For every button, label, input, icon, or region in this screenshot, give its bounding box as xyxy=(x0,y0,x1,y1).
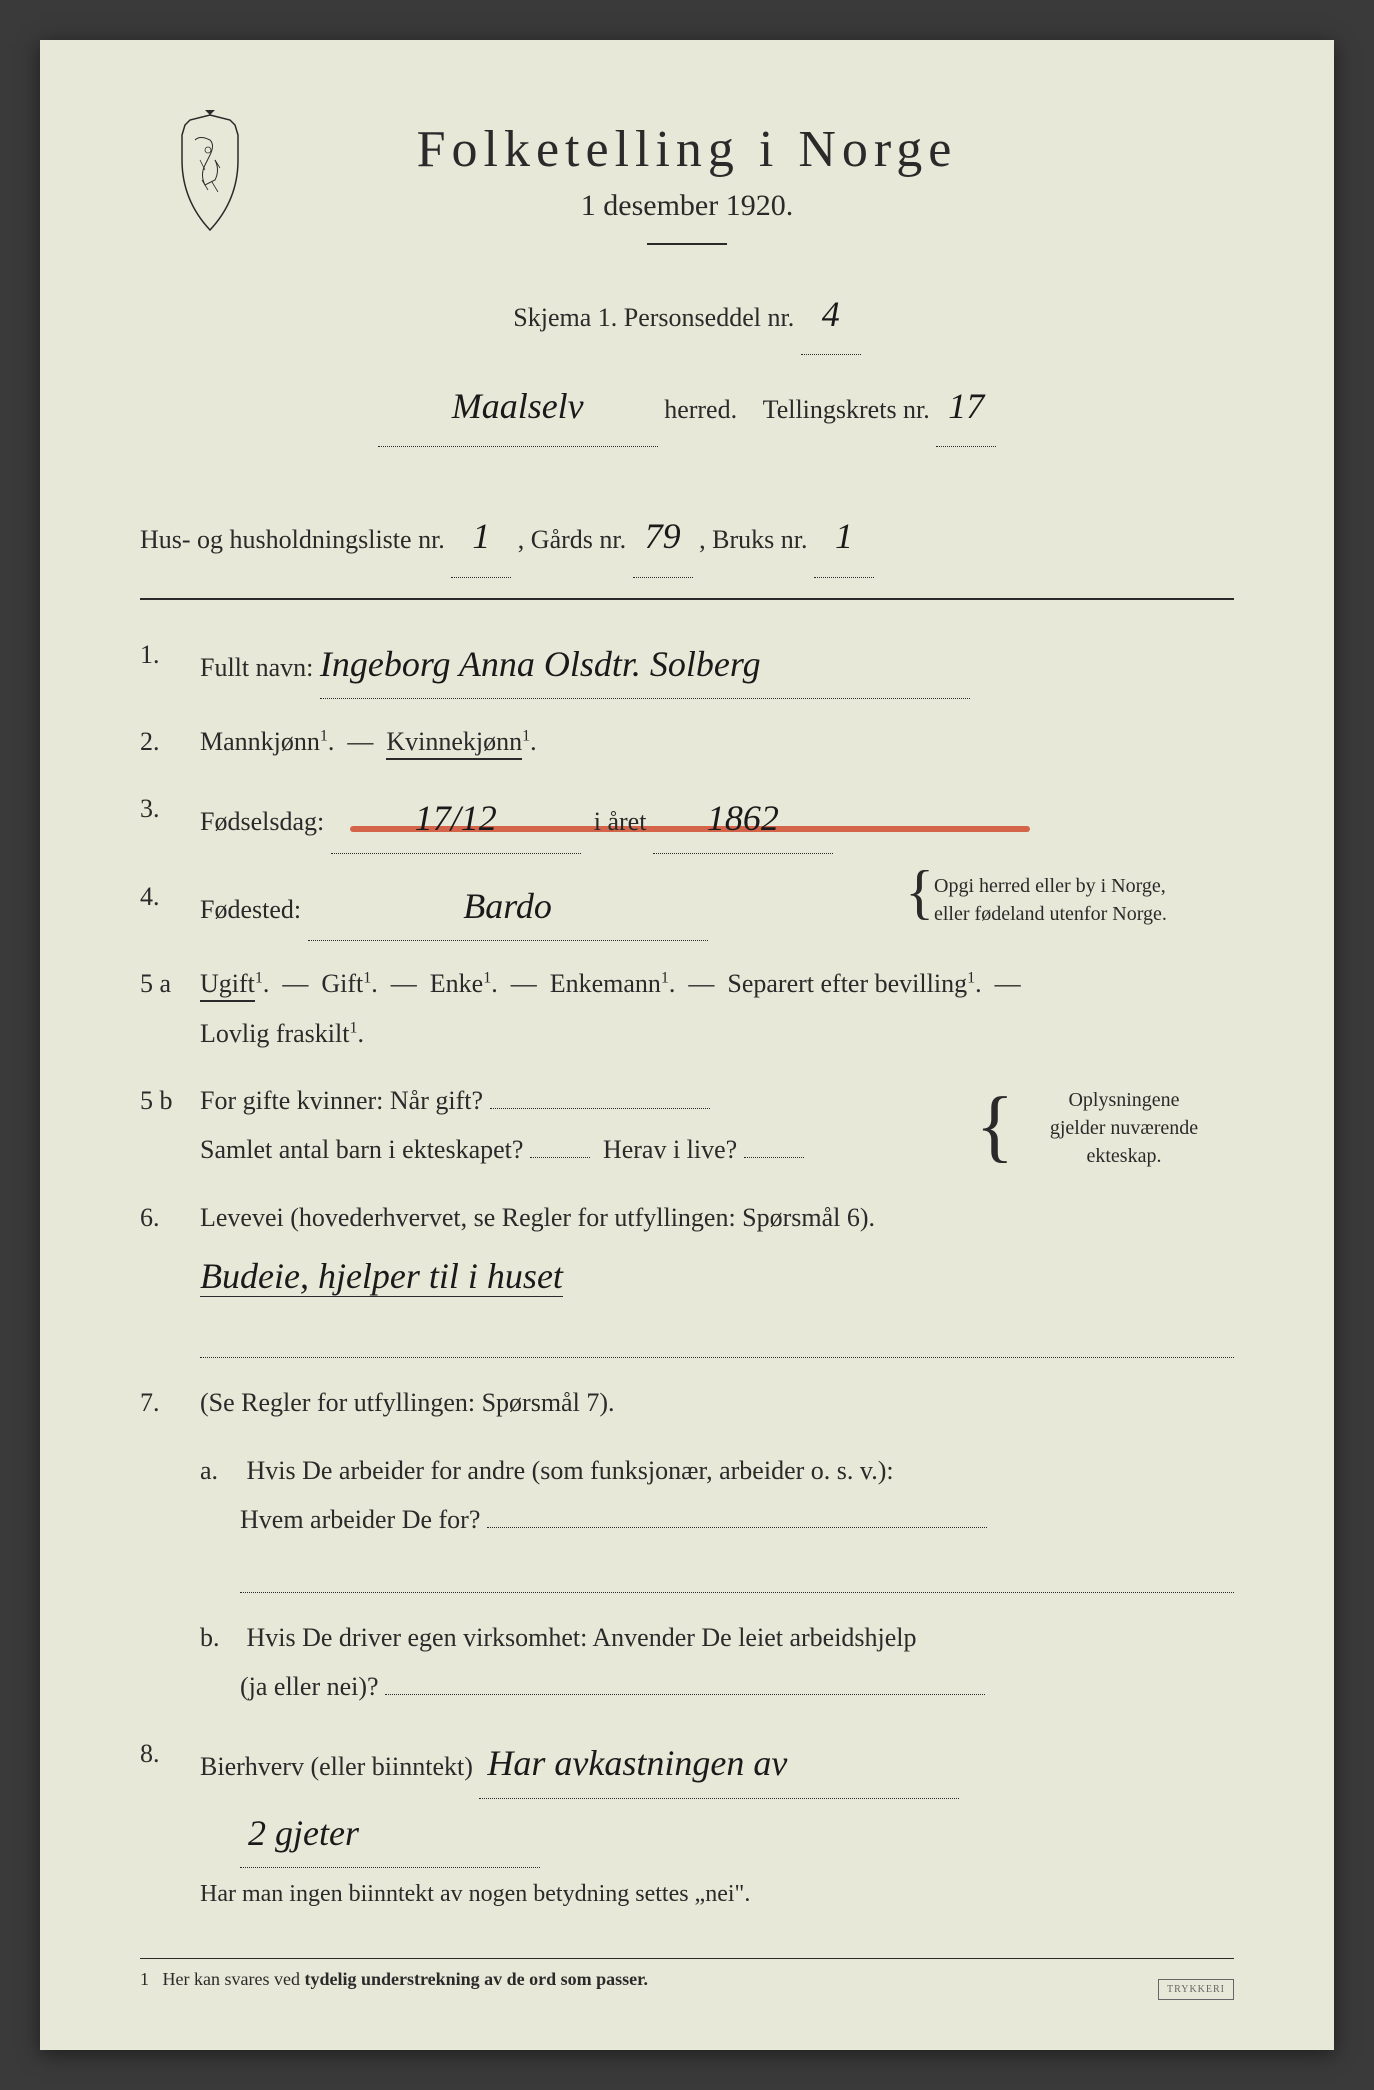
bruks-label: , Bruks nr. xyxy=(699,525,807,554)
q5b-label3: Herav i live? xyxy=(603,1135,737,1164)
q3-year: 1862 xyxy=(653,784,833,853)
q7-label: (Se Regler for utfyllingen: Spørsmål 7). xyxy=(200,1388,614,1417)
footnote-num: 1 xyxy=(140,1969,149,1989)
q8-note: Har man ingen biinntekt av nogen betydni… xyxy=(200,1881,750,1907)
question-5a: 5 a Ugift1. — Gift1. — Enke1. — Enkemann… xyxy=(140,959,1234,1058)
document-title: Folketelling i Norge xyxy=(140,120,1234,179)
question-7b: b. Hvis De driver egen virksomhet: Anven… xyxy=(200,1613,1234,1712)
q5b-brace: { xyxy=(976,1086,1014,1166)
q1-value: Ingeborg Anna Olsdtr. Solberg xyxy=(320,630,970,699)
skjema-nr: 4 xyxy=(801,275,861,355)
coat-of-arms-icon xyxy=(160,110,260,240)
q5b-blank1 xyxy=(490,1108,710,1109)
herred-line: Maalselv herred. Tellingskrets nr. 17 xyxy=(140,367,1234,447)
q6-num: 6. xyxy=(140,1193,200,1311)
header-rule xyxy=(140,598,1234,600)
q2-num: 2. xyxy=(140,717,200,766)
question-1: 1. Fullt navn: Ingeborg Anna Olsdtr. Sol… xyxy=(140,630,1234,699)
q5b-label2: Samlet antal barn i ekteskapet? xyxy=(200,1135,523,1164)
gards-label: , Gårds nr. xyxy=(518,525,626,554)
title-divider xyxy=(647,243,727,245)
q4-num: 4. xyxy=(140,872,200,941)
q2-dash: — xyxy=(347,727,373,756)
q6-label: Levevei (hovederhvervet, se Regler for u… xyxy=(200,1203,875,1232)
gards-nr: 79 xyxy=(633,497,693,577)
husholdning-line: Hus- og husholdningsliste nr. 1 , Gårds … xyxy=(140,497,1234,577)
q7a-blank-line xyxy=(240,1563,1234,1593)
question-2: 2. Mannkjønn1. — Kvinnekjønn1. xyxy=(140,717,1234,766)
footnote-text: Her kan svares ved tydelig understreknin… xyxy=(163,1969,649,1989)
q7a-text2: Hvem arbeider De for? xyxy=(240,1505,480,1534)
q5b-label1: For gifte kvinner: Når gift? xyxy=(200,1086,483,1115)
tellingskrets-nr: 17 xyxy=(936,367,996,447)
question-5b: 5 b For gifte kvinner: Når gift? Samlet … xyxy=(140,1076,1234,1175)
q5b-side-note: Oplysningene gjelder nuværende ekteskap. xyxy=(1014,1086,1234,1170)
q2-sup2: 1 xyxy=(522,727,530,744)
question-7a: a. Hvis De arbeider for andre (som funks… xyxy=(200,1446,1234,1545)
skjema-label: Skjema 1. Personseddel nr. xyxy=(513,303,794,332)
q8-value2: 2 gjeter xyxy=(240,1799,540,1868)
husholdning-label: Hus- og husholdningsliste nr. xyxy=(140,525,445,554)
q7a-num: a. xyxy=(200,1446,240,1495)
q5b-note2: gjelder nuværende xyxy=(1014,1114,1234,1142)
q5a-ugift: Ugift xyxy=(200,969,255,1002)
q5a-separert: Separert efter bevilling xyxy=(727,969,967,998)
q2-kvinne: Kvinnekjønn xyxy=(386,727,522,760)
q1-num: 1. xyxy=(140,630,200,699)
q5b-note1: Oplysningene xyxy=(1014,1086,1234,1114)
q6-blank-line xyxy=(200,1328,1234,1358)
q7b-text: Hvis De driver egen virksomhet: Anvender… xyxy=(247,1623,917,1652)
q5b-note3: ekteskap. xyxy=(1014,1142,1234,1170)
q5a-lovlig: Lovlig fraskilt xyxy=(200,1019,349,1048)
document-date: 1 desember 1920. xyxy=(140,189,1234,223)
question-7: 7. (Se Regler for utfyllingen: Spørsmål … xyxy=(140,1378,1234,1427)
question-3: 3. Fødselsdag: 17/12 i året 1862 xyxy=(140,784,1234,853)
q8-value1: Har avkastningen av xyxy=(479,1729,959,1798)
q7a-text: Hvis De arbeider for andre (som funksjon… xyxy=(247,1456,894,1485)
q3-year-label: i året xyxy=(594,807,647,836)
bruks-nr: 1 xyxy=(814,497,874,577)
q7a-blank xyxy=(487,1527,987,1528)
q1-label: Fullt navn: xyxy=(200,653,313,682)
q4-brace: { xyxy=(905,862,934,922)
husholdning-nr: 1 xyxy=(451,497,511,577)
printer-stamp: TRYKKERI xyxy=(1158,1979,1234,2000)
document-header: Folketelling i Norge 1 desember 1920. Sk… xyxy=(140,120,1234,447)
q7b-num: b. xyxy=(200,1613,240,1662)
q4-label: Fødested: xyxy=(200,895,301,924)
census-form-document: Folketelling i Norge 1 desember 1920. Sk… xyxy=(40,40,1334,2050)
q2-sup1: 1 xyxy=(320,727,328,744)
q7-num: 7. xyxy=(140,1378,200,1427)
q5b-blank2 xyxy=(530,1157,590,1158)
question-4: 4. Fødested: Bardo { Opgi herred eller b… xyxy=(140,872,1234,941)
tellingskrets-label: Tellingskrets nr. xyxy=(763,395,930,424)
q4-side-note: Opgi herred eller by i Norge, eller føde… xyxy=(934,872,1234,928)
q7b-text2: (ja eller nei)? xyxy=(240,1672,379,1701)
q5b-num: 5 b xyxy=(140,1076,200,1175)
q5a-enke: Enke xyxy=(430,969,483,998)
herred-label: herred. xyxy=(664,395,737,424)
q3-num: 3. xyxy=(140,784,200,853)
q4-value: Bardo xyxy=(308,872,708,941)
footnote: 1 Her kan svares ved tydelig understrekn… xyxy=(140,1958,1234,1990)
herred-value: Maalselv xyxy=(378,367,658,447)
q8-num: 8. xyxy=(140,1729,200,1917)
q5b-blank3 xyxy=(744,1157,804,1158)
q5a-gift: Gift xyxy=(321,969,363,998)
q3-label: Fødselsdag: xyxy=(200,807,324,836)
skjema-line: Skjema 1. Personseddel nr. 4 xyxy=(140,275,1234,355)
q4-note1: Opgi herred eller by i Norge, xyxy=(934,872,1234,900)
q5a-num: 5 a xyxy=(140,959,200,1058)
q3-day: 17/12 xyxy=(331,784,581,853)
q2-mann: Mannkjønn xyxy=(200,727,320,756)
q5a-enkemann: Enkemann xyxy=(550,969,661,998)
q4-note2: eller fødeland utenfor Norge. xyxy=(934,900,1234,928)
question-6: 6. Levevei (hovederhvervet, se Regler fo… xyxy=(140,1193,1234,1311)
q7b-blank xyxy=(385,1694,985,1695)
question-8: 8. Bierhverv (eller biinntekt) Har avkas… xyxy=(140,1729,1234,1917)
q8-label: Bierhverv (eller biinntekt) xyxy=(200,1752,473,1781)
q6-value: Budeie, hjelper til i huset xyxy=(200,1256,563,1297)
